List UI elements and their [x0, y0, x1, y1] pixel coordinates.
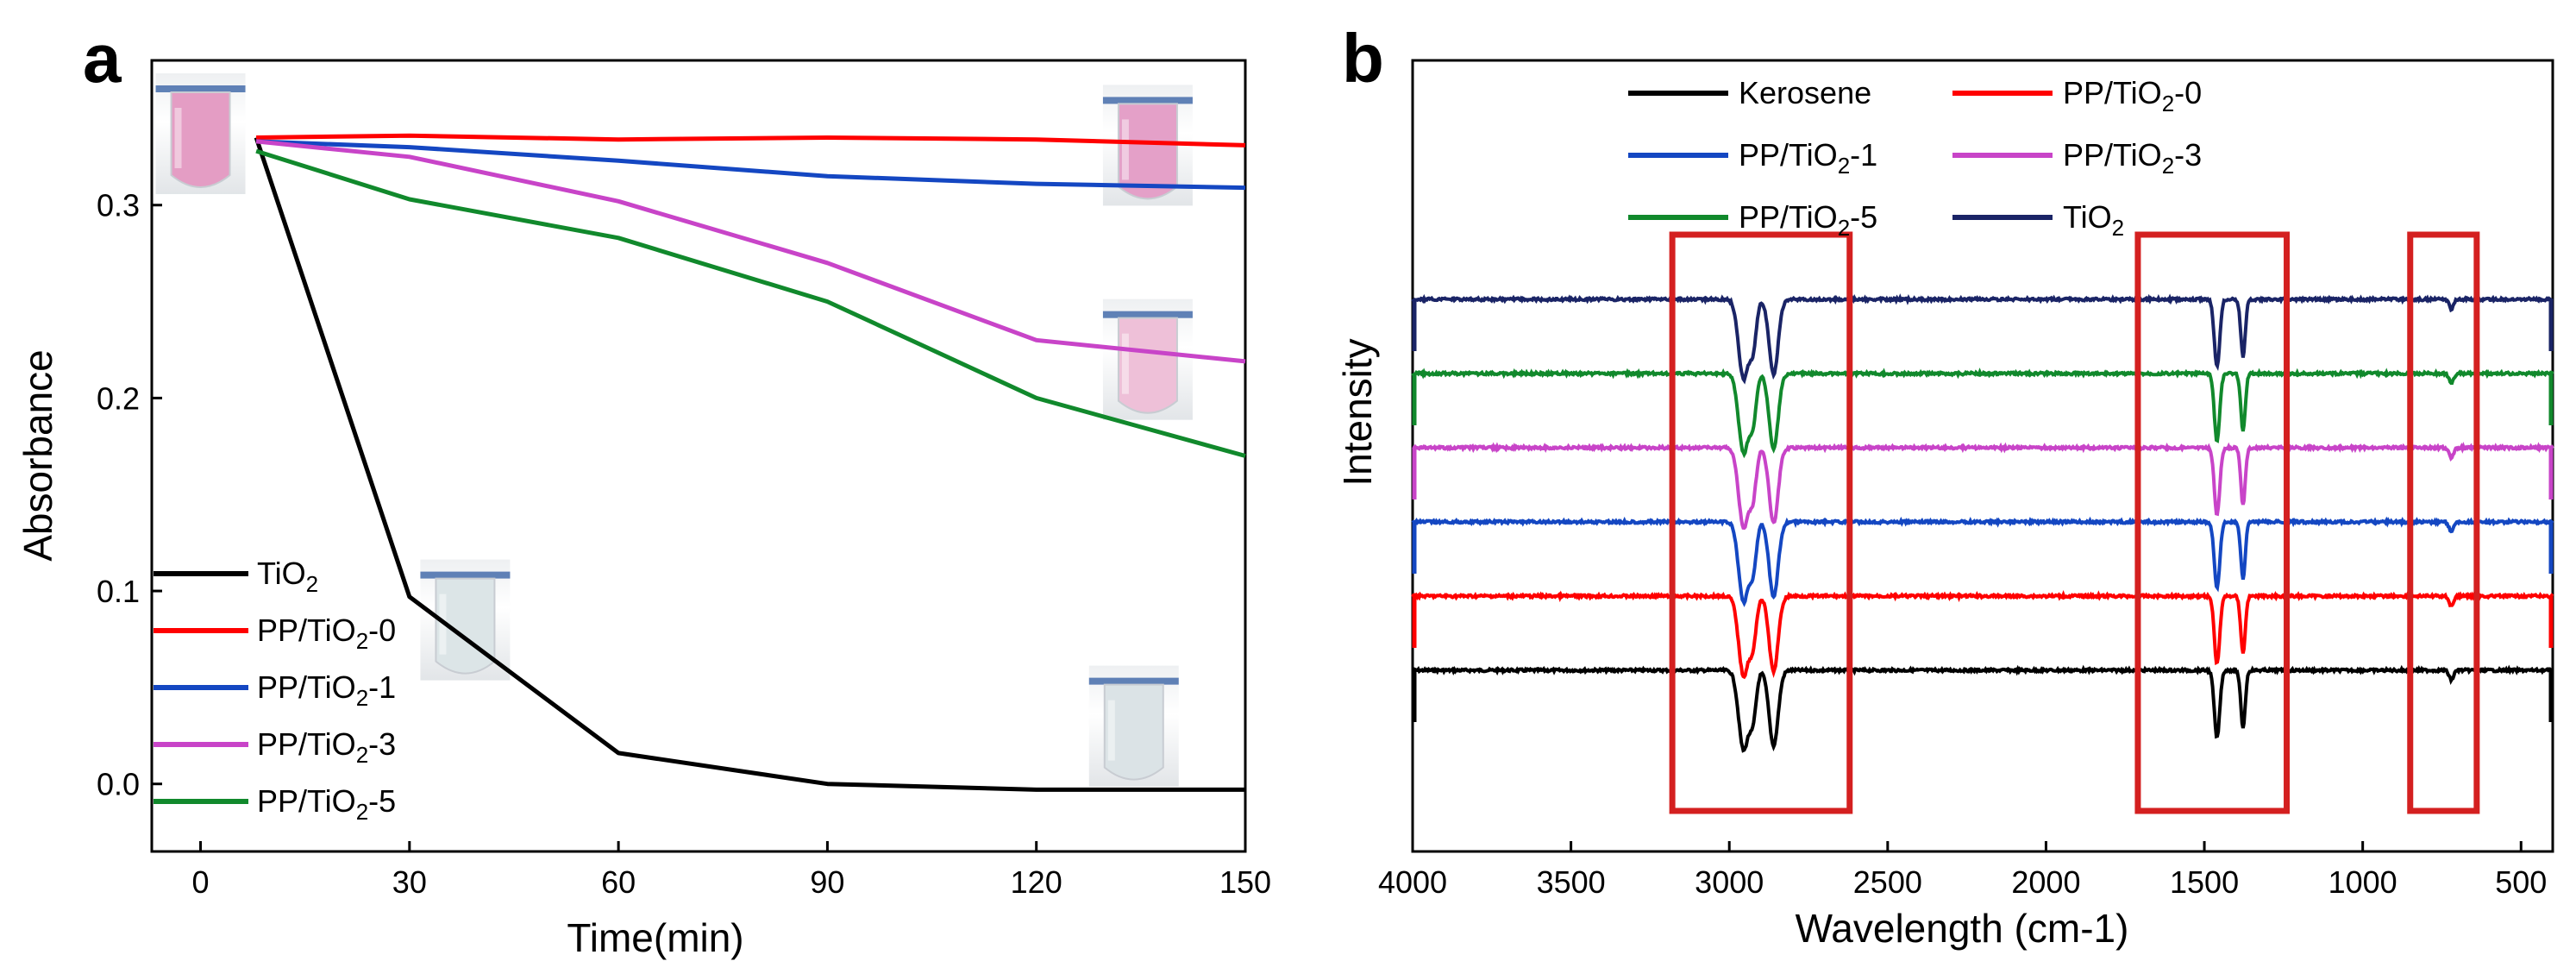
- photo-inset-glare: [1121, 119, 1129, 180]
- panel-b-legend: Kerosene PP/TiO2-0 PP/TiO2-1 PP/TiO2-3 PP/Ti…: [1628, 75, 2202, 241]
- x-tick-label: 3000: [1695, 864, 1764, 900]
- panel-a-series: [254, 133, 1246, 792]
- panel-b-ticks: 4000 3500 3000 2500 2000 1500 1000 500: [1378, 841, 2547, 900]
- panel-b-series: [1411, 293, 2554, 753]
- panel-a-label: a: [83, 20, 122, 97]
- highlight-box-1: [1669, 231, 1853, 814]
- panel-b-x-axis-title: Wavelength (cm-1): [1796, 906, 2129, 951]
- highlight-box-2: [2134, 231, 2291, 814]
- legend-label: PP/TiO2-3: [257, 726, 396, 768]
- photo-inset-glare: [1107, 700, 1115, 761]
- panel-b-highlight-boxes: [1669, 231, 2480, 814]
- panel-a-ticks: 0 30 60 90 120 150 0.0 0.1 0.2 0.3: [97, 188, 1271, 900]
- photo-inset-glare: [1121, 333, 1129, 394]
- photo-inset-vial: [1117, 317, 1178, 414]
- x-tick-label: 150: [1219, 864, 1271, 900]
- x-tick-label: 90: [810, 864, 844, 900]
- legend-label: PP/TiO2-1: [1739, 137, 1877, 179]
- photo-inset-band: [420, 571, 511, 579]
- series-line-3: [256, 139, 1246, 191]
- x-tick-label: 30: [392, 864, 427, 900]
- x-tick-label: 120: [1011, 864, 1062, 900]
- panel-a-legend: TiO2 PP/TiO2-0 PP/TiO2-1 PP/TiO2-3 PP/TiO2-5: [154, 556, 396, 825]
- photo-inset-band: [155, 85, 246, 92]
- photo-inset-band: [1088, 677, 1179, 685]
- spectrum-line-1: [1412, 664, 2554, 753]
- x-tick-label: 1500: [2170, 864, 2239, 900]
- series-line-4: [255, 139, 1246, 364]
- highlight-box-3: [2407, 231, 2480, 814]
- x-tick-label: 60: [601, 864, 636, 900]
- panel-b-plot-frame: [1411, 59, 2554, 853]
- x-tick-label: 0: [192, 864, 210, 900]
- panel-a-y-axis-title: Absorbance: [16, 349, 60, 562]
- x-tick-label: 1000: [2328, 864, 2397, 900]
- x-tick-label: 500: [2495, 864, 2547, 900]
- spectrum-line-3: [1411, 516, 2554, 607]
- panel-a: a 0 30 60 90 120 150 0.0 0.1 0.2 0.3 Time(min) Ab…: [16, 20, 1271, 960]
- photo-inset-glare: [174, 107, 182, 168]
- y-tick-label: 0.3: [97, 188, 140, 223]
- legend-label: TiO2: [2063, 199, 2124, 241]
- photo-inset-band: [1102, 97, 1193, 104]
- legend-label: TiO2: [257, 556, 318, 597]
- y-tick-label: 0.1: [97, 574, 140, 609]
- photo-inset-vial: [170, 91, 231, 188]
- legend-label: Kerosene: [1739, 75, 1871, 110]
- photo-inset-3: [1102, 298, 1193, 420]
- spectrum-line-6: [1411, 293, 2554, 385]
- spectrum-line-4: [1412, 441, 2554, 531]
- legend-label: PP/TiO2-0: [257, 612, 396, 654]
- legend-label: PP/TiO2-3: [2063, 137, 2202, 179]
- photo-inset-5: [1088, 665, 1179, 787]
- photo-inset-vial: [1103, 683, 1164, 781]
- panel-b-label: b: [1342, 20, 1384, 97]
- y-tick-label: 0.2: [97, 380, 140, 416]
- legend-label: PP/TiO2-1: [257, 669, 396, 711]
- panel-b-y-axis-title: Intensity: [1335, 338, 1380, 486]
- legend-label: PP/TiO2-5: [1739, 199, 1877, 241]
- panel-a-photo-insets: [155, 72, 1193, 787]
- series-line-2: [256, 133, 1246, 148]
- spectrum-line-2: [1411, 590, 2554, 680]
- photo-inset-band: [1102, 311, 1193, 318]
- x-tick-label: 2500: [1853, 864, 1922, 900]
- spectrum-line-5: [1411, 368, 2554, 459]
- series-line-5: [255, 148, 1246, 458]
- x-tick-label: 3500: [1537, 864, 1606, 900]
- legend-label: PP/TiO2-0: [2063, 75, 2202, 116]
- series-line-1: [254, 136, 1245, 792]
- panel-b: b 4000 3500 3000 2500 2000 1500 1000 500 Wavele…: [1335, 20, 2554, 951]
- panel-a-x-axis-title: Time(min): [567, 915, 743, 960]
- x-tick-label: 4000: [1378, 864, 1447, 900]
- legend-label: PP/TiO2-5: [257, 783, 396, 825]
- photo-inset-1: [155, 72, 246, 194]
- y-tick-label: 0.0: [97, 767, 140, 802]
- x-tick-label: 2000: [2011, 864, 2080, 900]
